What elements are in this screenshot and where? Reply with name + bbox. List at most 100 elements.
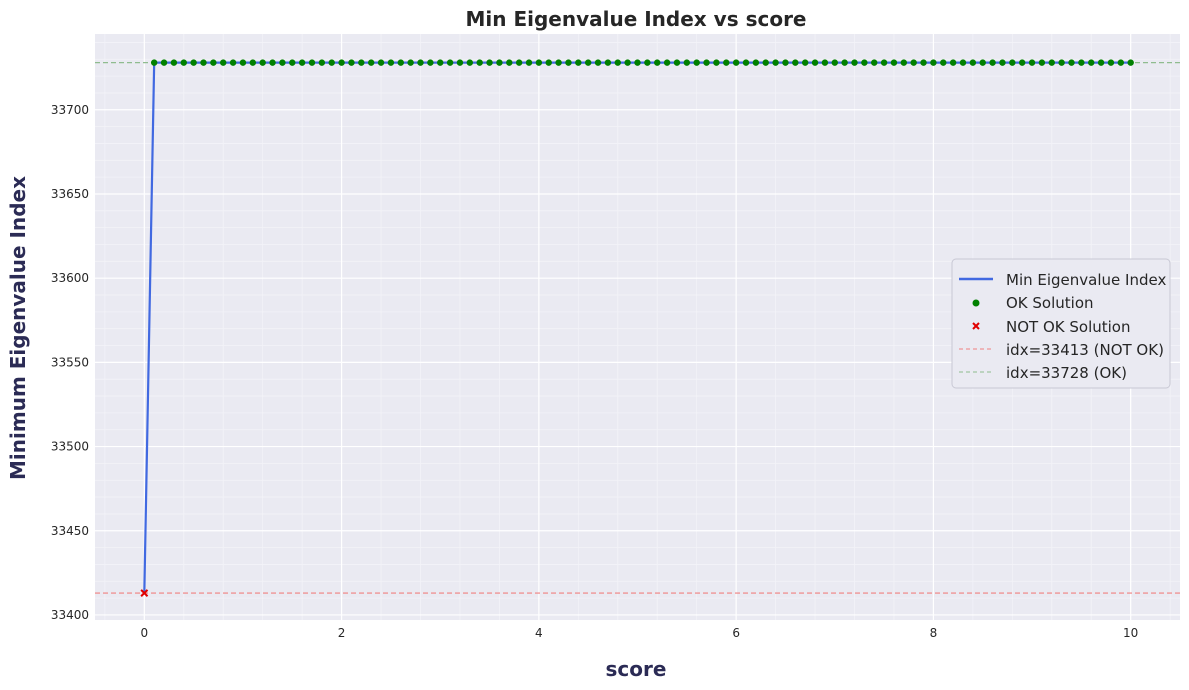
ok-point bbox=[1127, 59, 1134, 66]
ok-point bbox=[900, 59, 908, 66]
ok-point bbox=[792, 59, 799, 66]
ok-point bbox=[782, 59, 789, 66]
ok-point bbox=[486, 59, 493, 66]
x-axis-label: score bbox=[606, 657, 667, 681]
ok-point bbox=[259, 59, 266, 66]
ok-point bbox=[308, 59, 316, 66]
ok-point bbox=[1088, 59, 1095, 66]
ok-point bbox=[338, 59, 345, 66]
ok-point bbox=[210, 59, 217, 66]
y-tick-labels: 33400 33450 33500 33550 33600 33650 33700 bbox=[51, 103, 89, 622]
ok-point bbox=[752, 59, 760, 66]
ok-point bbox=[377, 59, 385, 66]
ok-point bbox=[239, 59, 247, 66]
ok-point bbox=[663, 59, 671, 66]
ok-point bbox=[358, 59, 365, 66]
ok-point bbox=[742, 59, 750, 66]
ok-point bbox=[614, 59, 621, 66]
ok-point bbox=[821, 59, 829, 66]
ok-point bbox=[644, 59, 651, 66]
ok-point bbox=[1058, 59, 1065, 66]
ok-point bbox=[446, 59, 454, 66]
ok-point bbox=[654, 59, 661, 66]
y-tick-label: 33400 bbox=[51, 608, 89, 622]
x-tick-label: 8 bbox=[930, 626, 938, 640]
ok-point bbox=[575, 59, 582, 66]
ok-point bbox=[200, 59, 207, 66]
ok-point bbox=[249, 59, 257, 66]
ok-point bbox=[565, 59, 572, 66]
ok-point bbox=[1028, 59, 1036, 66]
y-tick-label: 33600 bbox=[51, 271, 89, 285]
ok-points-group bbox=[150, 59, 1134, 66]
ok-point bbox=[762, 59, 769, 66]
ok-point bbox=[910, 59, 917, 66]
y-tick-label: 33450 bbox=[51, 524, 89, 538]
ok-point bbox=[851, 59, 858, 66]
y-tick-label: 33650 bbox=[51, 187, 89, 201]
ok-point bbox=[170, 59, 178, 66]
legend-ok-marker bbox=[972, 299, 980, 307]
ok-point bbox=[683, 59, 691, 66]
x-tick-label: 4 bbox=[535, 626, 543, 640]
ok-point bbox=[831, 59, 838, 66]
legend-label-not-ok: NOT OK Solution bbox=[1006, 318, 1130, 336]
ok-point bbox=[703, 59, 710, 66]
ok-point bbox=[979, 59, 986, 66]
y-tick-label: 33550 bbox=[51, 355, 89, 369]
ok-point bbox=[1009, 59, 1016, 66]
y-tick-label: 33500 bbox=[51, 440, 89, 454]
ok-point bbox=[387, 59, 395, 66]
ok-point bbox=[545, 59, 552, 66]
ok-point bbox=[861, 59, 868, 66]
ok-point bbox=[1068, 59, 1075, 66]
ok-point bbox=[811, 59, 819, 66]
ok-point bbox=[1078, 59, 1085, 66]
ok-point bbox=[693, 59, 700, 66]
ok-point bbox=[269, 59, 276, 66]
y-axis-label: Minimum Eigenvalue Index bbox=[6, 176, 30, 480]
ok-point bbox=[466, 59, 474, 66]
ok-point bbox=[229, 59, 237, 66]
ok-point bbox=[949, 59, 957, 66]
ok-point bbox=[496, 59, 503, 66]
ok-point bbox=[417, 59, 424, 66]
ok-point bbox=[1097, 59, 1105, 66]
ok-point bbox=[535, 59, 543, 66]
ok-point bbox=[190, 59, 197, 66]
ok-point bbox=[732, 59, 740, 66]
ok-point bbox=[367, 59, 375, 66]
ok-point bbox=[407, 59, 414, 66]
ok-point bbox=[150, 59, 158, 66]
ok-point bbox=[940, 59, 947, 66]
ok-point bbox=[930, 59, 937, 66]
ok-point bbox=[920, 59, 927, 66]
ok-point bbox=[515, 59, 523, 66]
legend-label-line: Min Eigenvalue Index bbox=[1006, 271, 1166, 289]
ok-point bbox=[969, 59, 977, 66]
ok-point bbox=[801, 59, 809, 66]
ok-point bbox=[456, 59, 464, 66]
legend-label-ok: OK Solution bbox=[1006, 294, 1094, 312]
ok-point bbox=[1048, 59, 1055, 66]
ok-point bbox=[1038, 59, 1046, 66]
ok-point bbox=[999, 59, 1006, 66]
ok-point bbox=[525, 59, 533, 66]
ok-point bbox=[348, 59, 355, 66]
ok-point bbox=[713, 59, 720, 66]
ok-point bbox=[594, 59, 602, 66]
ok-point bbox=[959, 59, 967, 66]
ok-point bbox=[506, 59, 513, 66]
legend-box bbox=[951, 258, 1171, 389]
ok-point bbox=[871, 59, 878, 66]
ok-point bbox=[220, 59, 227, 66]
ok-point bbox=[476, 59, 483, 66]
ok-point bbox=[584, 59, 592, 66]
x-tick-label: 6 bbox=[732, 626, 740, 640]
ok-point bbox=[841, 59, 848, 66]
ok-point bbox=[880, 59, 888, 66]
ok-point bbox=[318, 59, 326, 66]
ok-point bbox=[624, 59, 631, 66]
ok-point bbox=[279, 59, 286, 66]
